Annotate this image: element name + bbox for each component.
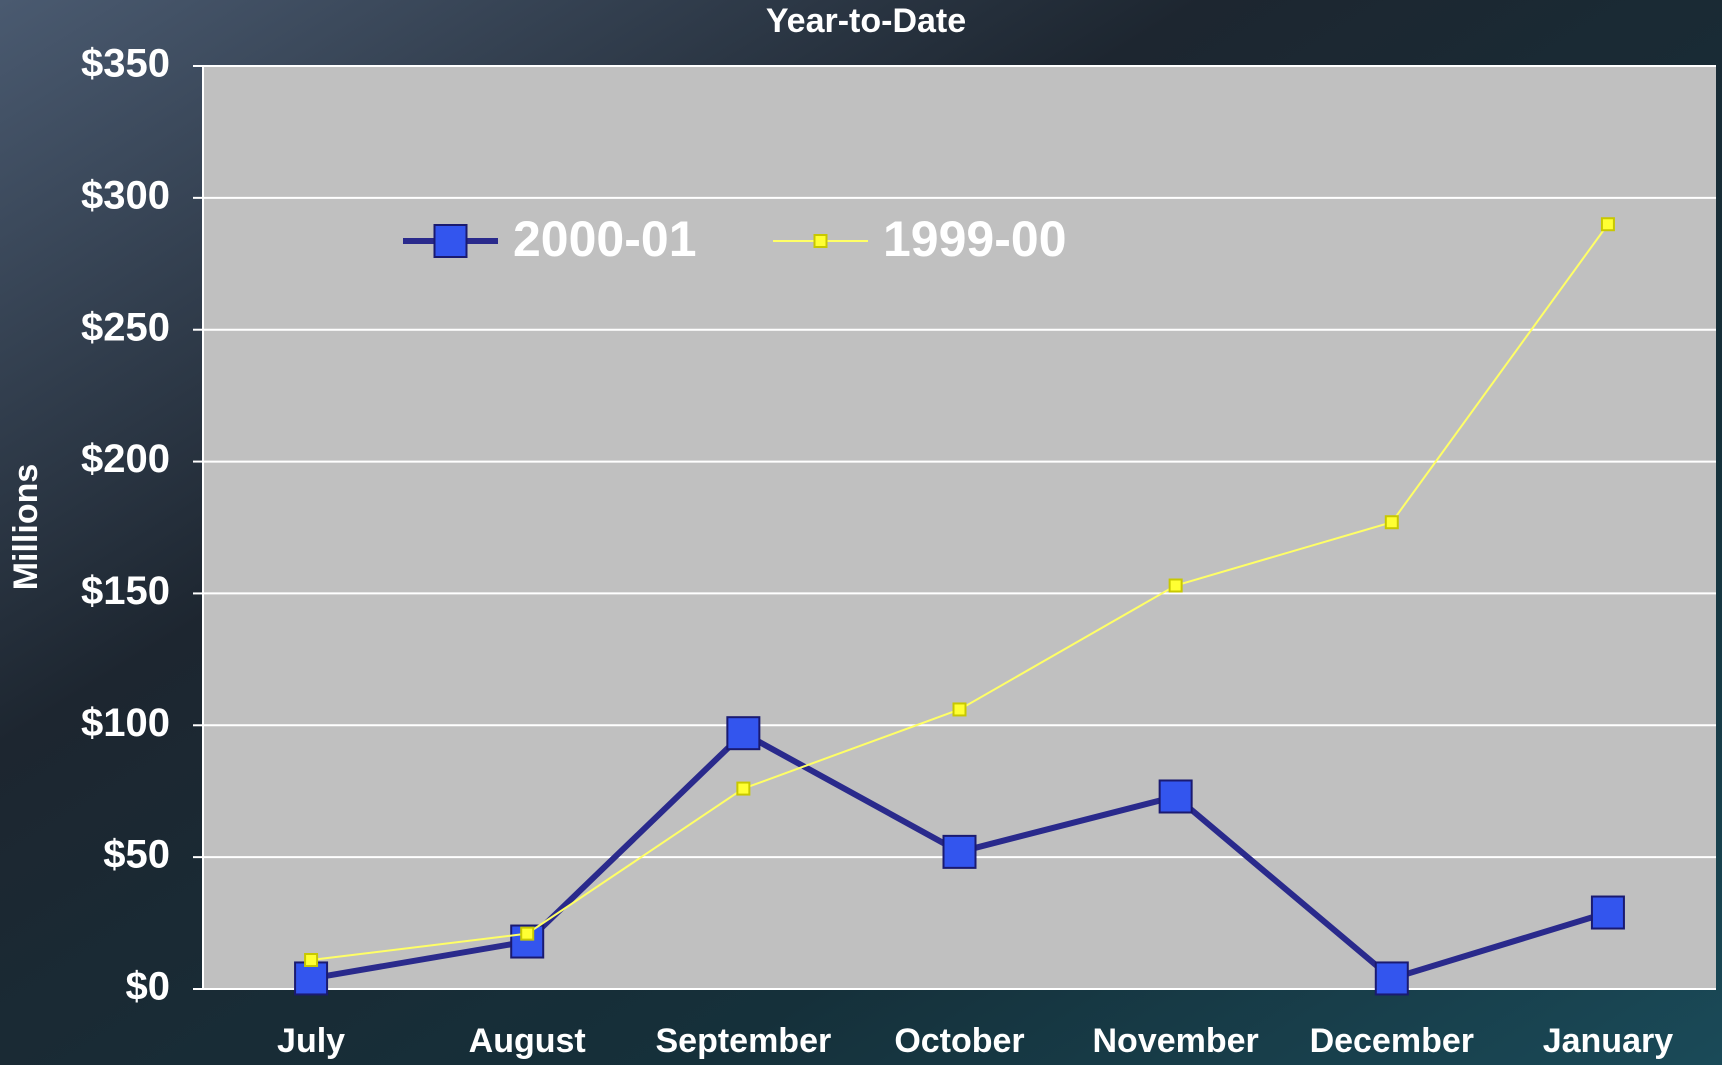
marker bbox=[304, 952, 319, 967]
x-tick-label: December bbox=[1310, 1022, 1474, 1060]
y-tick-label: $350 bbox=[81, 42, 170, 86]
marker bbox=[952, 702, 967, 717]
marker bbox=[942, 834, 977, 869]
legend-marker bbox=[433, 224, 468, 258]
marker bbox=[1590, 895, 1625, 930]
y-tick-label: $0 bbox=[126, 965, 171, 1009]
chart-title: Year-to-Date bbox=[766, 2, 966, 40]
y-tick-label: $250 bbox=[81, 305, 170, 349]
x-tick-label: August bbox=[469, 1022, 586, 1060]
y-tick-label: $100 bbox=[81, 701, 170, 745]
y-tick-label: $200 bbox=[81, 437, 170, 481]
x-tick-label: January bbox=[1543, 1022, 1673, 1060]
x-tick-label: November bbox=[1093, 1022, 1259, 1060]
marker bbox=[520, 926, 535, 941]
y-axis-label: Millions bbox=[7, 464, 45, 591]
legend-label: 2000-01 bbox=[513, 211, 697, 267]
x-tick-label: September bbox=[655, 1022, 831, 1060]
y-tick-label: $150 bbox=[81, 569, 170, 613]
marker bbox=[736, 781, 751, 796]
marker bbox=[1384, 515, 1399, 530]
x-tick-label: July bbox=[277, 1022, 345, 1060]
marker bbox=[726, 716, 761, 751]
marker bbox=[1158, 779, 1193, 814]
marker bbox=[294, 961, 329, 996]
legend-label: 1999-00 bbox=[883, 211, 1067, 267]
marker bbox=[1600, 217, 1615, 232]
marker bbox=[1374, 961, 1409, 996]
marker bbox=[1168, 578, 1183, 593]
legend-marker bbox=[813, 234, 828, 248]
x-tick-label: October bbox=[894, 1022, 1024, 1060]
y-tick-label: $50 bbox=[103, 833, 170, 877]
y-tick-label: $300 bbox=[81, 173, 170, 217]
